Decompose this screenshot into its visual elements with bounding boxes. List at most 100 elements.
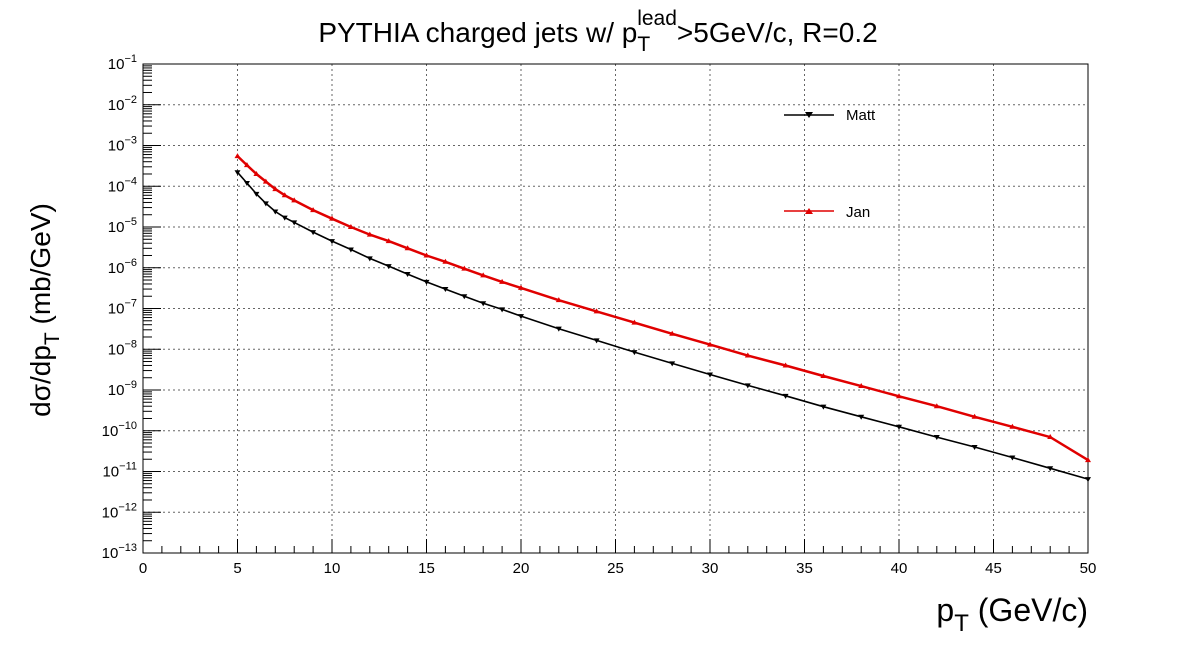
data-point-matt (366, 256, 373, 262)
y-tick-label: 10−5 (108, 216, 137, 236)
data-point-matt (461, 294, 468, 300)
data-point-jan (281, 192, 288, 198)
data-point-jan (366, 231, 373, 237)
data-point-jan (555, 297, 562, 303)
y-tick-label: 10−6 (108, 257, 137, 277)
legend-label-matt: Matt (846, 107, 876, 124)
y-tick-label: 10−10 (102, 420, 137, 440)
data-point-jan (896, 393, 902, 399)
data-point-jan (310, 207, 317, 213)
data-point-jan (262, 178, 269, 184)
x-tick-label: 35 (796, 560, 813, 577)
data-point-matt (499, 307, 506, 313)
series-line-matt (236, 171, 1089, 480)
data-point-jan (272, 186, 279, 192)
x-tick-label: 0 (139, 560, 147, 577)
data-point-matt (555, 326, 562, 332)
data-point-matt (272, 209, 279, 215)
legend-marker-jan (805, 208, 813, 214)
y-tick-label: 10−13 (102, 542, 137, 562)
data-point-matt (234, 170, 241, 176)
y-tick-label: 10−9 (108, 379, 137, 399)
legend-entry-jan: Jan (784, 204, 870, 221)
x-tick-label: 5 (233, 560, 241, 577)
data-point-matt (291, 220, 298, 226)
data-point-matt (1047, 466, 1054, 472)
y-tick-label: 10−4 (108, 175, 137, 195)
data-point-jan (234, 153, 241, 159)
x-tick-label: 50 (1080, 560, 1097, 577)
data-point-jan (404, 245, 411, 251)
data-point-jan (480, 272, 487, 278)
data-point-matt (782, 393, 789, 399)
data-point-matt (1009, 455, 1016, 461)
x-tick-label: 20 (513, 560, 530, 577)
data-point-matt (480, 301, 487, 307)
data-point-matt (593, 338, 600, 344)
data-point-jan (669, 330, 676, 336)
data-point-matt (971, 444, 978, 450)
x-tick-label: 45 (985, 560, 1002, 577)
axes: 0 5 10 15 20 25 30 35 40 45 50 10−13 10−12 10−11 10−10… (102, 53, 1097, 577)
data-point-matt (262, 201, 269, 207)
x-tick-label: 40 (891, 560, 908, 577)
y-tick-label: 10−12 (102, 501, 137, 521)
data-point-jan (971, 413, 978, 419)
data-point-matt (518, 314, 524, 320)
data-point-matt (858, 414, 865, 420)
data-point-jan (253, 170, 260, 176)
data-point-jan (461, 265, 468, 271)
data-point-jan (744, 352, 751, 358)
data-point-jan (933, 403, 940, 409)
y-tick-label: 10−3 (108, 135, 137, 155)
data-point-matt (243, 181, 250, 187)
y-tick-label: 10−1 (108, 53, 137, 73)
y-tick-label: 10−2 (108, 94, 137, 114)
data-point-jan (631, 319, 638, 325)
y-tick-label: 10−7 (108, 298, 137, 318)
data-point-jan (1085, 457, 1091, 463)
data-point-matt (744, 383, 751, 389)
data-point-matt (933, 435, 940, 441)
data-point-matt (896, 424, 902, 430)
y-axis-label: dσ/dpT (mb/GeV) (25, 203, 64, 417)
data-point-jan (858, 383, 865, 389)
data-point-jan (347, 224, 354, 229)
data-point-jan (518, 284, 524, 290)
data-point-matt (707, 372, 713, 378)
chart-title: PYTHIA charged jets w/ pTlead>5GeV/c, R=… (318, 7, 877, 56)
series-layer (234, 153, 1091, 483)
legend-entry-matt: Matt (784, 107, 876, 124)
x-tick-label: 25 (607, 560, 624, 577)
data-point-jan (1009, 423, 1016, 429)
y-tick-label: 10−11 (102, 461, 137, 481)
data-point-matt (385, 264, 392, 270)
x-tick-label: 30 (702, 560, 719, 577)
data-point-jan (329, 215, 335, 221)
data-point-jan (291, 197, 298, 203)
data-point-jan (593, 308, 600, 314)
data-point-jan (820, 373, 827, 379)
data-point-matt (631, 350, 638, 356)
data-point-matt (310, 230, 317, 236)
data-point-matt (329, 239, 335, 245)
data-point-jan (423, 252, 430, 258)
legend-marker-matt (805, 112, 813, 118)
grid-lines (143, 64, 1088, 553)
data-point-matt (669, 361, 676, 367)
data-point-matt (423, 279, 430, 285)
data-point-jan (782, 362, 789, 368)
data-point-jan (707, 341, 713, 347)
data-point-jan (243, 162, 250, 168)
x-tick-label: 15 (418, 560, 435, 577)
data-point-matt (281, 215, 288, 221)
legend-label-jan: Jan (846, 204, 870, 221)
data-point-jan (385, 238, 392, 244)
data-point-matt (404, 272, 411, 278)
data-point-matt (347, 247, 354, 253)
y-tick-label: 10−8 (108, 338, 137, 358)
legend: Matt Jan (784, 107, 876, 221)
data-point-jan (499, 278, 506, 284)
